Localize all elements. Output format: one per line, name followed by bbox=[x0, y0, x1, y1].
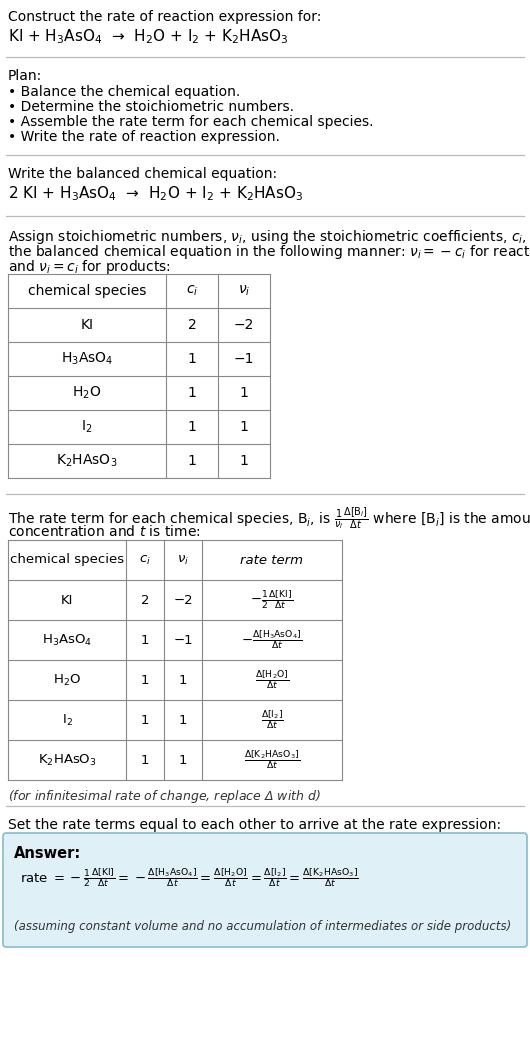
Text: KI: KI bbox=[81, 318, 93, 332]
Text: rate $= -\frac{1}{2}\frac{\Delta[{\rm KI}]}{\Delta t} = -\frac{\Delta[{\rm H_3As: rate $= -\frac{1}{2}\frac{\Delta[{\rm KI… bbox=[20, 867, 359, 888]
Text: the balanced chemical equation in the following manner: $\nu_i = -c_i$ for react: the balanced chemical equation in the fo… bbox=[8, 243, 530, 261]
Text: −2: −2 bbox=[173, 593, 193, 607]
Text: (assuming constant volume and no accumulation of intermediates or side products): (assuming constant volume and no accumul… bbox=[14, 920, 511, 933]
Text: $\frac{\Delta[{\rm K_2HAsO_3}]}{\Delta t}$: $\frac{\Delta[{\rm K_2HAsO_3}]}{\Delta t… bbox=[244, 749, 300, 772]
Text: $c_i$: $c_i$ bbox=[139, 553, 151, 567]
Text: 1: 1 bbox=[141, 754, 149, 766]
Text: Set the rate terms equal to each other to arrive at the rate expression:: Set the rate terms equal to each other t… bbox=[8, 818, 501, 832]
Text: • Assemble the rate term for each chemical species.: • Assemble the rate term for each chemic… bbox=[8, 115, 374, 129]
Text: 2 KI + H$_3$AsO$_4$  →  H$_2$O + I$_2$ + K$_2$HAsO$_3$: 2 KI + H$_3$AsO$_4$ → H$_2$O + I$_2$ + K… bbox=[8, 184, 303, 203]
Text: 1: 1 bbox=[141, 713, 149, 727]
Text: Plan:: Plan: bbox=[8, 69, 42, 84]
Text: $-\frac{\Delta[{\rm H_3AsO_4}]}{\Delta t}$: $-\frac{\Delta[{\rm H_3AsO_4}]}{\Delta t… bbox=[242, 628, 303, 651]
Text: chemical species: chemical species bbox=[10, 553, 124, 567]
Text: • Balance the chemical equation.: • Balance the chemical equation. bbox=[8, 85, 240, 99]
Text: (for infinitesimal rate of change, replace Δ with $d$): (for infinitesimal rate of change, repla… bbox=[8, 788, 321, 805]
Text: 1: 1 bbox=[188, 420, 197, 434]
Text: I$_2$: I$_2$ bbox=[61, 712, 73, 728]
Text: 1: 1 bbox=[188, 454, 197, 468]
Text: H$_3$AsO$_4$: H$_3$AsO$_4$ bbox=[42, 633, 92, 647]
Text: rate term: rate term bbox=[241, 553, 304, 567]
Text: 1: 1 bbox=[141, 634, 149, 646]
Text: concentration and $t$ is time:: concentration and $t$ is time: bbox=[8, 524, 201, 539]
Text: 2: 2 bbox=[188, 318, 197, 332]
Text: $\nu_i$: $\nu_i$ bbox=[177, 553, 189, 567]
Text: $\nu_i$: $\nu_i$ bbox=[238, 284, 250, 299]
Text: H$_2$O: H$_2$O bbox=[73, 385, 102, 401]
Text: −1: −1 bbox=[173, 634, 193, 646]
Text: 1: 1 bbox=[240, 420, 249, 434]
Text: Assign stoichiometric numbers, $\nu_i$, using the stoichiometric coefficients, $: Assign stoichiometric numbers, $\nu_i$, … bbox=[8, 228, 530, 246]
Text: Construct the rate of reaction expression for:: Construct the rate of reaction expressio… bbox=[8, 10, 321, 24]
Text: and $\nu_i = c_i$ for products:: and $\nu_i = c_i$ for products: bbox=[8, 258, 171, 276]
Text: −1: −1 bbox=[234, 352, 254, 366]
Text: 1: 1 bbox=[141, 673, 149, 687]
Text: chemical species: chemical species bbox=[28, 284, 146, 298]
Text: I$_2$: I$_2$ bbox=[81, 419, 93, 435]
Text: $\frac{\Delta[{\rm I_2}]}{\Delta t}$: $\frac{\Delta[{\rm I_2}]}{\Delta t}$ bbox=[261, 709, 284, 732]
Text: 1: 1 bbox=[179, 713, 187, 727]
Text: −2: −2 bbox=[234, 318, 254, 332]
Text: $c_i$: $c_i$ bbox=[186, 284, 198, 299]
Text: H$_2$O: H$_2$O bbox=[53, 672, 81, 688]
Text: $\frac{\Delta[{\rm H_2O}]}{\Delta t}$: $\frac{\Delta[{\rm H_2O}]}{\Delta t}$ bbox=[255, 668, 289, 691]
Text: 1: 1 bbox=[188, 386, 197, 400]
Text: The rate term for each chemical species, B$_i$, is $\frac{1}{\nu_i}\frac{\Delta[: The rate term for each chemical species,… bbox=[8, 506, 530, 532]
Text: K$_2$HAsO$_3$: K$_2$HAsO$_3$ bbox=[38, 753, 96, 767]
Text: H$_3$AsO$_4$: H$_3$AsO$_4$ bbox=[61, 351, 113, 367]
Text: 1: 1 bbox=[240, 386, 249, 400]
Text: 1: 1 bbox=[240, 454, 249, 468]
Text: 1: 1 bbox=[179, 673, 187, 687]
Text: Write the balanced chemical equation:: Write the balanced chemical equation: bbox=[8, 167, 277, 181]
Text: $-\frac{1}{2}\frac{\Delta[{\rm KI}]}{\Delta t}$: $-\frac{1}{2}\frac{\Delta[{\rm KI}]}{\De… bbox=[251, 589, 294, 611]
Text: K$_2$HAsO$_3$: K$_2$HAsO$_3$ bbox=[56, 453, 118, 469]
FancyBboxPatch shape bbox=[3, 833, 527, 947]
Text: KI: KI bbox=[61, 593, 73, 607]
Text: • Determine the stoichiometric numbers.: • Determine the stoichiometric numbers. bbox=[8, 100, 294, 114]
Text: KI + H$_3$AsO$_4$  →  H$_2$O + I$_2$ + K$_2$HAsO$_3$: KI + H$_3$AsO$_4$ → H$_2$O + I$_2$ + K$_… bbox=[8, 27, 289, 46]
Text: • Write the rate of reaction expression.: • Write the rate of reaction expression. bbox=[8, 130, 280, 144]
Text: 1: 1 bbox=[188, 352, 197, 366]
Text: Answer:: Answer: bbox=[14, 846, 81, 861]
Text: 2: 2 bbox=[141, 593, 149, 607]
Text: 1: 1 bbox=[179, 754, 187, 766]
